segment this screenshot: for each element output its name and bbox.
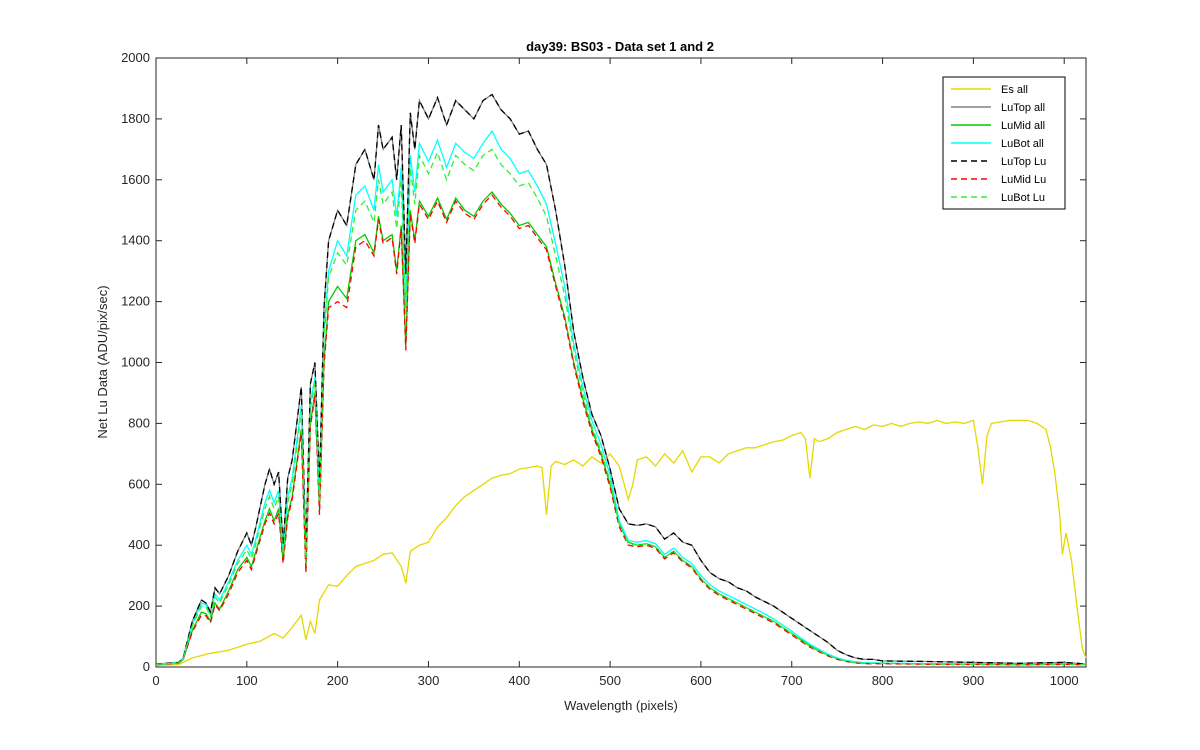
y-tick-label: 1600 [121,172,150,187]
x-tick-label: 600 [690,673,712,688]
series-line-5 [155,194,1087,666]
y-tick-label: 1200 [121,294,150,309]
x-tick-label: 400 [508,673,530,688]
x-tick-label: 500 [599,673,621,688]
legend-label: LuMid all [1001,120,1045,132]
x-tick-label: 100 [236,673,258,688]
x-tick-label: 0 [152,673,159,688]
y-tick-label: 800 [128,415,150,430]
y-tick-label: 1400 [121,233,150,248]
series-line-0 [155,419,1087,667]
legend-label: LuBot Lu [1001,192,1045,204]
y-tick-label: 200 [128,598,150,613]
legend-label: LuTop Lu [1001,156,1046,168]
x-tick-label: 700 [781,673,803,688]
series-line-4 [155,93,1087,665]
x-axis: 0 100 200 300 400 500 600 700 800 900 1000 [152,58,1079,688]
y-axis: 0 200 400 600 800 1000 1200 1400 1600 1800 2000 [121,50,1086,674]
y-tick-label: 600 [128,476,150,491]
y-axis-title: Net Lu Data (ADU/pix/sec) [95,285,110,438]
series-layer [155,93,1087,667]
series-line-6 [155,148,1087,666]
y-tick-label: 1000 [121,355,150,370]
legend-label: Es all [1001,84,1028,96]
chart-title: day39: BS03 - Data set 1 and 2 [526,39,714,54]
y-tick-label: 0 [143,659,150,674]
plot-area [155,57,1087,668]
x-tick-label: 1000 [1050,673,1079,688]
x-axis-title: Wavelength (pixels) [564,698,678,713]
legend: Es all LuTop all LuMid all LuBot all LuTop L… [942,76,1066,210]
legend-label: LuTop all [1001,102,1045,114]
y-tick-label: 400 [128,537,150,552]
legend-label: LuBot all [1001,138,1044,150]
x-tick-label: 300 [418,673,440,688]
x-tick-label: 800 [872,673,894,688]
plot-frame [155,57,1087,668]
series-line-3 [155,129,1087,665]
y-tick-label: 1800 [121,111,150,126]
x-tick-label: 900 [963,673,985,688]
x-tick-label: 200 [327,673,349,688]
y-tick-label: 2000 [121,50,150,65]
legend-label: LuMid Lu [1001,174,1046,186]
